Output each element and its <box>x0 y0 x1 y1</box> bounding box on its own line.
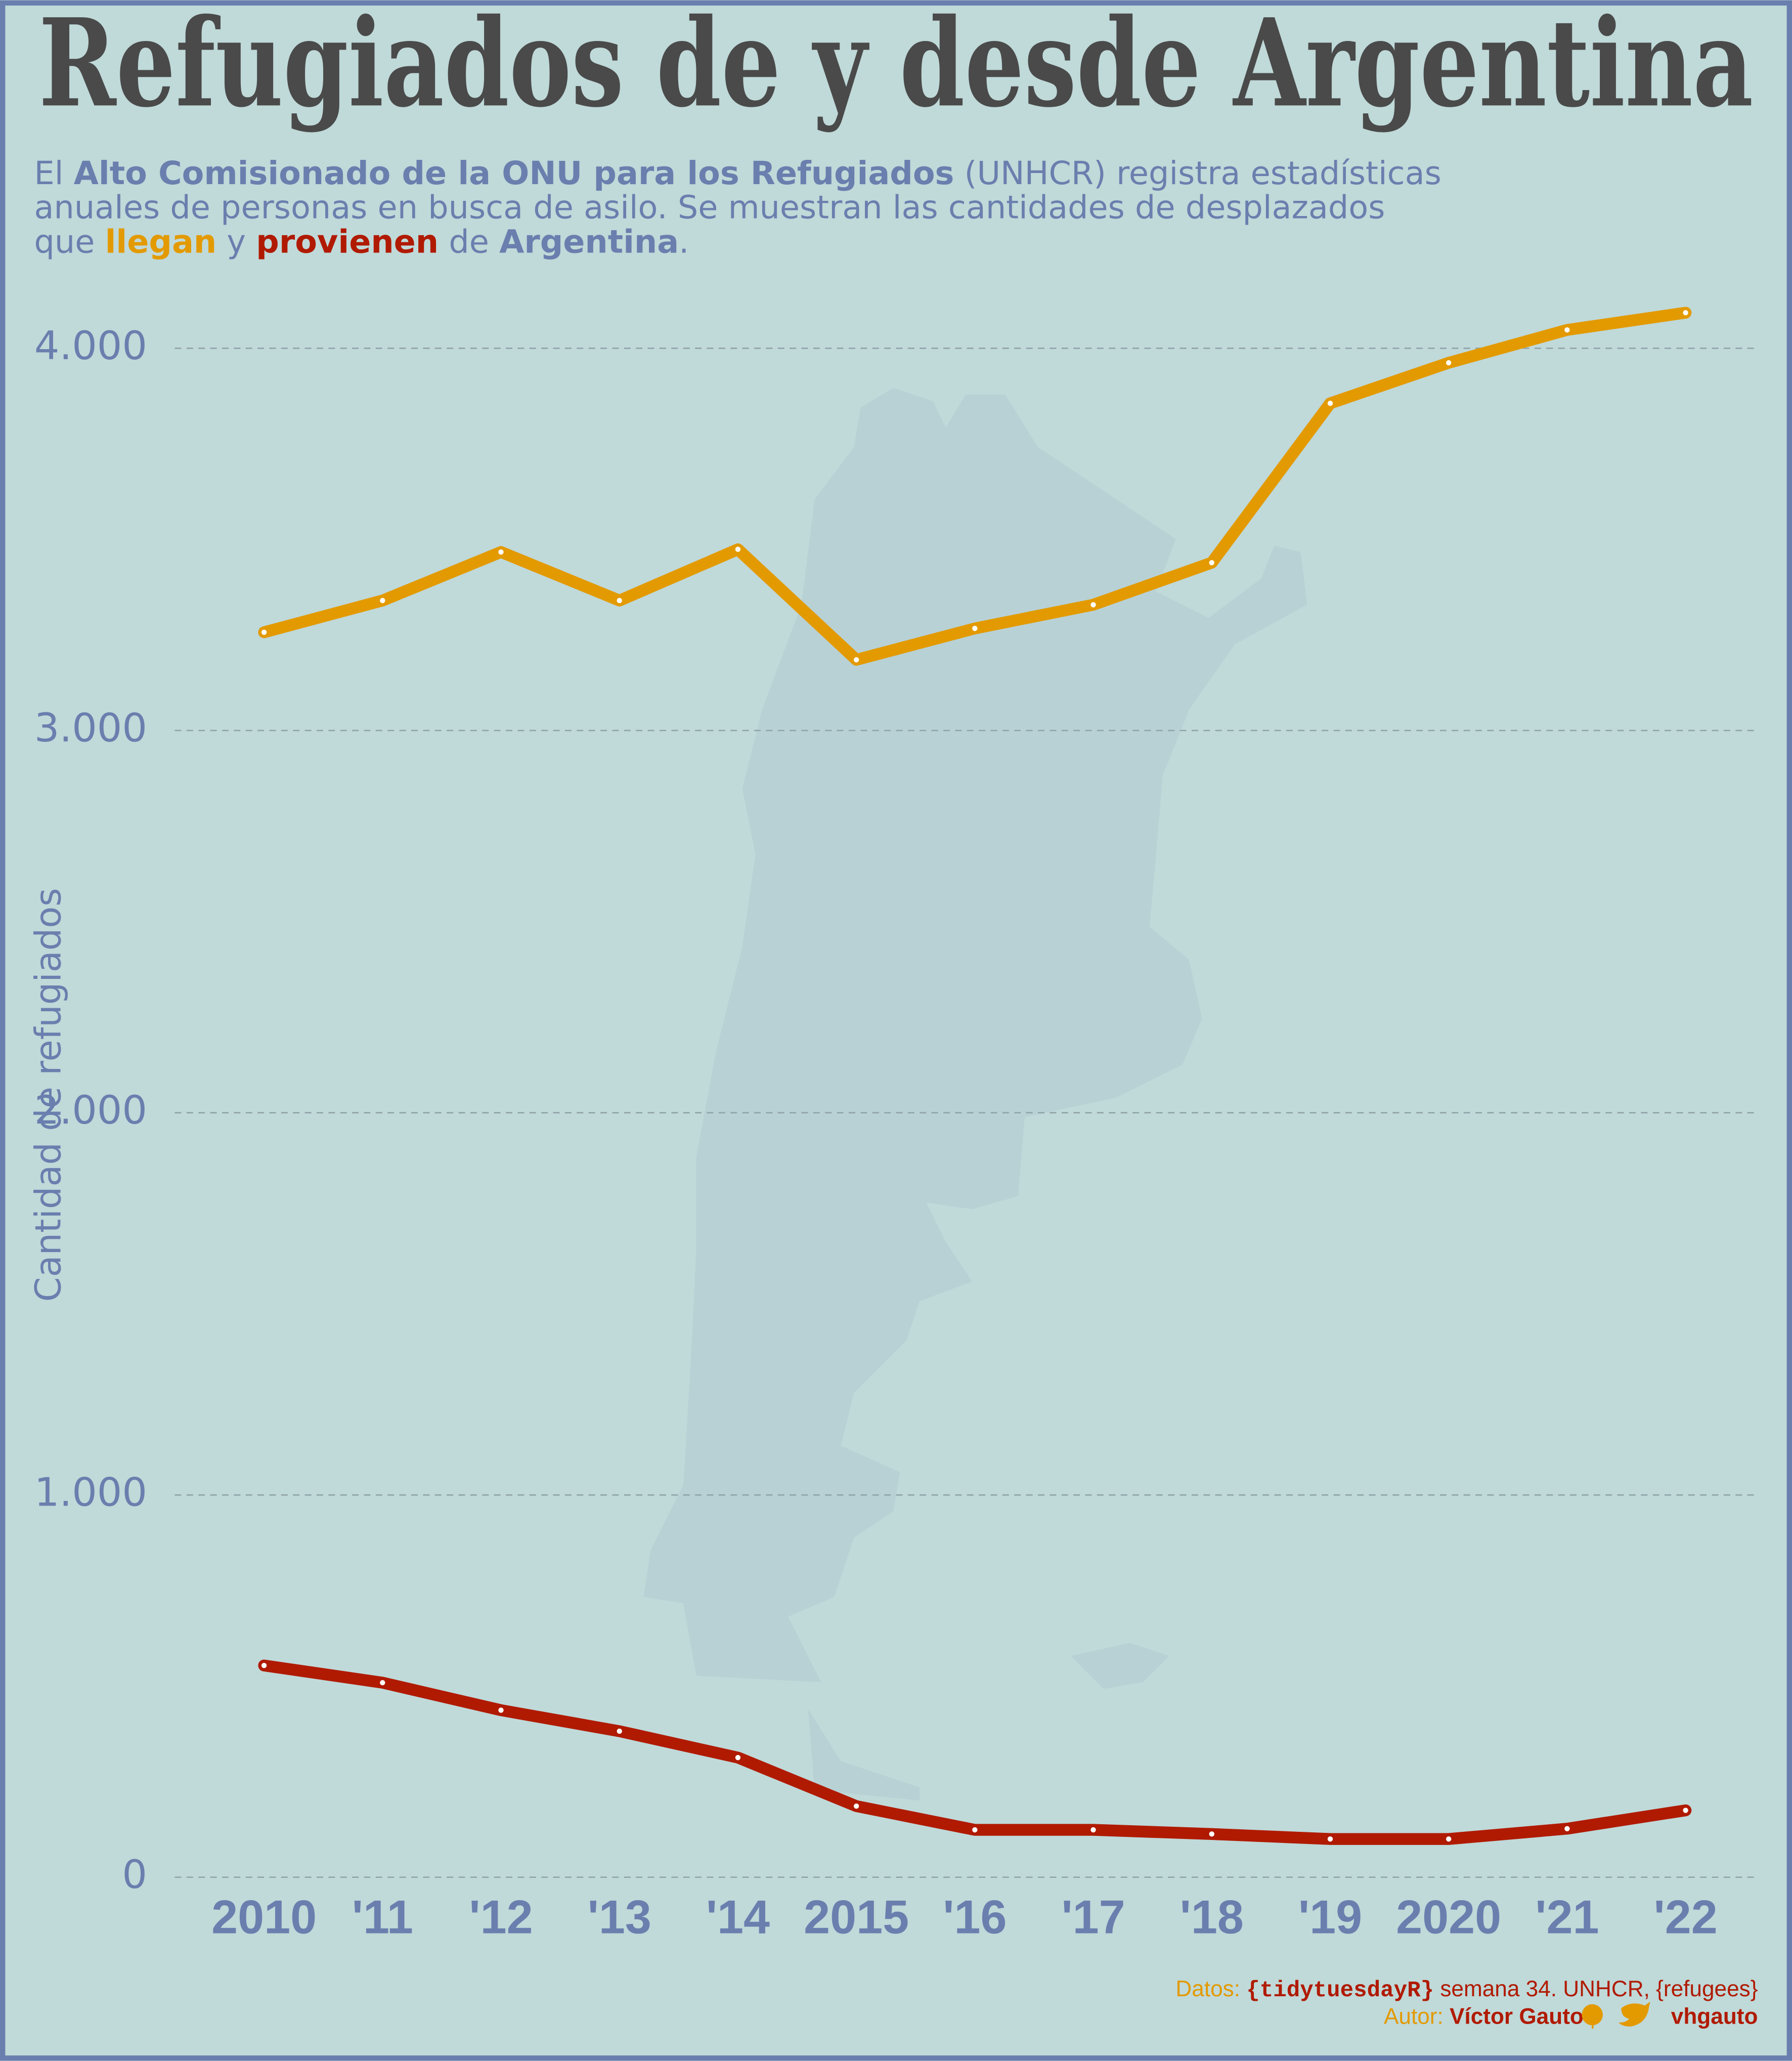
y-tick-label: 3.000 <box>34 705 147 751</box>
point <box>1446 1836 1452 1842</box>
subtitle-line: El Alto Comisionado de la ONU para los R… <box>34 155 1441 192</box>
caption-text: Datos: <box>1175 1977 1246 2001</box>
point <box>853 657 859 663</box>
subtitle-text: (UNHCR) registra estadísticas <box>954 155 1441 192</box>
github-icon <box>1582 2004 1603 2026</box>
caption-text: Víctor Gauto <box>1450 2004 1584 2029</box>
point <box>1090 1827 1096 1833</box>
point <box>498 549 504 555</box>
point <box>735 1755 741 1761</box>
x-tick-label: '13 <box>588 1890 651 1943</box>
x-tick-label: '22 <box>1653 1890 1717 1943</box>
subtitle-text: Argentina <box>499 223 679 261</box>
caption-line: Autor: Víctor Gauto | vhgauto <box>1384 2004 1758 2029</box>
point <box>972 626 978 631</box>
y-tick-label: 1.000 <box>34 1470 147 1516</box>
x-tick-label: '18 <box>1180 1890 1244 1943</box>
chart-title: Refugiados de y desde Argentina <box>39 0 1754 134</box>
y-axis-label: Cantidad de refugiados <box>27 888 69 1302</box>
point <box>1327 401 1333 406</box>
x-tick-label: 2010 <box>211 1890 317 1943</box>
point <box>380 597 385 604</box>
point <box>380 1680 385 1686</box>
y-tick-label: 4.000 <box>34 323 147 369</box>
subtitle-line: que llegan y provienen de Argentina. <box>34 223 689 261</box>
subtitle-text: de <box>439 223 499 261</box>
x-tick-label: '14 <box>706 1890 770 1943</box>
subtitle-text: Alto Comisionado de la ONU para los Refu… <box>74 155 954 192</box>
x-tick-label: '17 <box>1061 1890 1125 1943</box>
point <box>1683 310 1688 316</box>
point <box>1090 602 1096 608</box>
point <box>972 1827 978 1833</box>
caption-text: semana 34. UNHCR, {refugees} <box>1434 1977 1758 2001</box>
subtitle-text: . <box>679 223 689 261</box>
subtitle-text: que <box>34 223 105 261</box>
point <box>1564 1826 1570 1831</box>
point <box>261 1662 267 1668</box>
point <box>617 597 622 604</box>
twitter-icon <box>1619 2001 1650 2027</box>
point <box>1446 360 1452 366</box>
map-silhouette <box>643 388 1307 1801</box>
caption-line: Datos: {tidytuesdayR} semana 34. UNHCR, … <box>1175 1977 1758 2003</box>
x-tick-label: '16 <box>943 1890 1007 1943</box>
y-tick-label: 0 <box>122 1852 147 1898</box>
caption-text: Autor: <box>1384 2004 1450 2029</box>
y-tick-label: 2.000 <box>34 1088 147 1133</box>
point <box>1209 560 1214 566</box>
point <box>1683 1808 1688 1813</box>
point <box>261 629 267 635</box>
x-tick-label: '12 <box>469 1890 533 1943</box>
point <box>498 1707 504 1713</box>
point <box>735 546 741 552</box>
caption-text: vhgauto <box>1665 2004 1758 2029</box>
caption-text: {tidytuesdayR} <box>1246 1978 1434 2003</box>
x-tick-label: '21 <box>1535 1890 1599 1943</box>
subtitle-line: anuales de personas en busca de asilo. S… <box>34 189 1385 227</box>
subtitle-text: llegan <box>105 223 217 261</box>
subtitle-text: El <box>34 155 74 192</box>
point <box>617 1728 622 1734</box>
point <box>1564 327 1570 333</box>
x-tick-label: 2020 <box>1396 1890 1501 1943</box>
x-tick-label: '19 <box>1298 1890 1362 1943</box>
point <box>1209 1831 1214 1837</box>
subtitle-text: provienen <box>256 223 439 261</box>
subtitle-text: y <box>216 223 256 261</box>
point <box>1327 1836 1333 1842</box>
x-tick-label: 2015 <box>804 1890 909 1943</box>
x-tick-label: '11 <box>352 1890 413 1943</box>
subtitle-text: anuales de personas en busca de asilo. S… <box>34 189 1385 227</box>
point <box>853 1804 859 1809</box>
